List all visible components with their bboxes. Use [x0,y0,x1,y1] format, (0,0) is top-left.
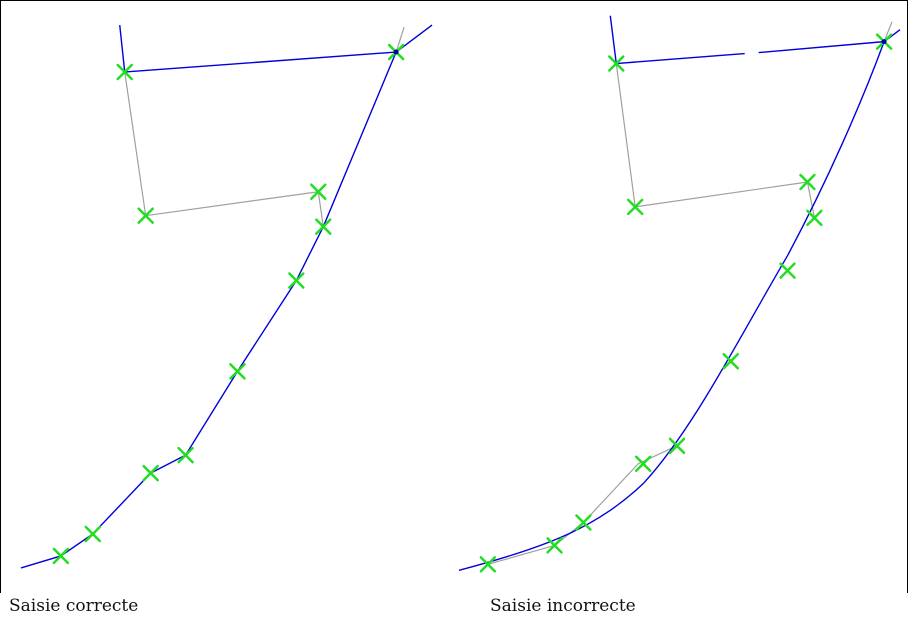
x-cross-icon [626,198,644,216]
x-cross-icon [546,537,563,554]
x-cross-icon [142,464,159,482]
x-cross-icon [288,272,305,289]
caption-correct: Saisie correcte [9,596,139,616]
digitized-lines [20,24,433,569]
x-cross-icon [52,547,70,565]
x-cross-icon [779,262,796,279]
caption-incorrect: Saisie incorrecte [490,596,636,616]
x-cross-icon [668,437,686,455]
x-cross-icon [608,55,625,72]
reference-lines [487,21,893,565]
x-cross-icon [315,218,332,235]
vertex-markers [479,33,893,573]
dot-icon [393,49,399,55]
panel-correct [0,0,454,593]
x-cross-icon [806,209,823,227]
x-cross-icon [310,183,327,200]
x-cross-icon [177,446,194,464]
panel-incorrect [454,0,908,593]
x-cross-icon [634,455,652,472]
x-cross-icon [84,525,102,543]
dot-icon [881,39,887,45]
vertex-markers [52,43,405,565]
x-cross-icon [722,353,739,370]
x-cross-icon [575,514,592,531]
digitized-lines [458,15,901,571]
reference-lines [124,26,405,227]
incorrect-diagram [458,15,901,573]
x-cross-icon [229,363,246,380]
x-cross-icon [116,63,133,81]
x-cross-icon [137,207,154,224]
x-cross-icon [479,556,497,573]
correct-diagram [20,24,433,569]
x-cross-icon [799,173,816,191]
